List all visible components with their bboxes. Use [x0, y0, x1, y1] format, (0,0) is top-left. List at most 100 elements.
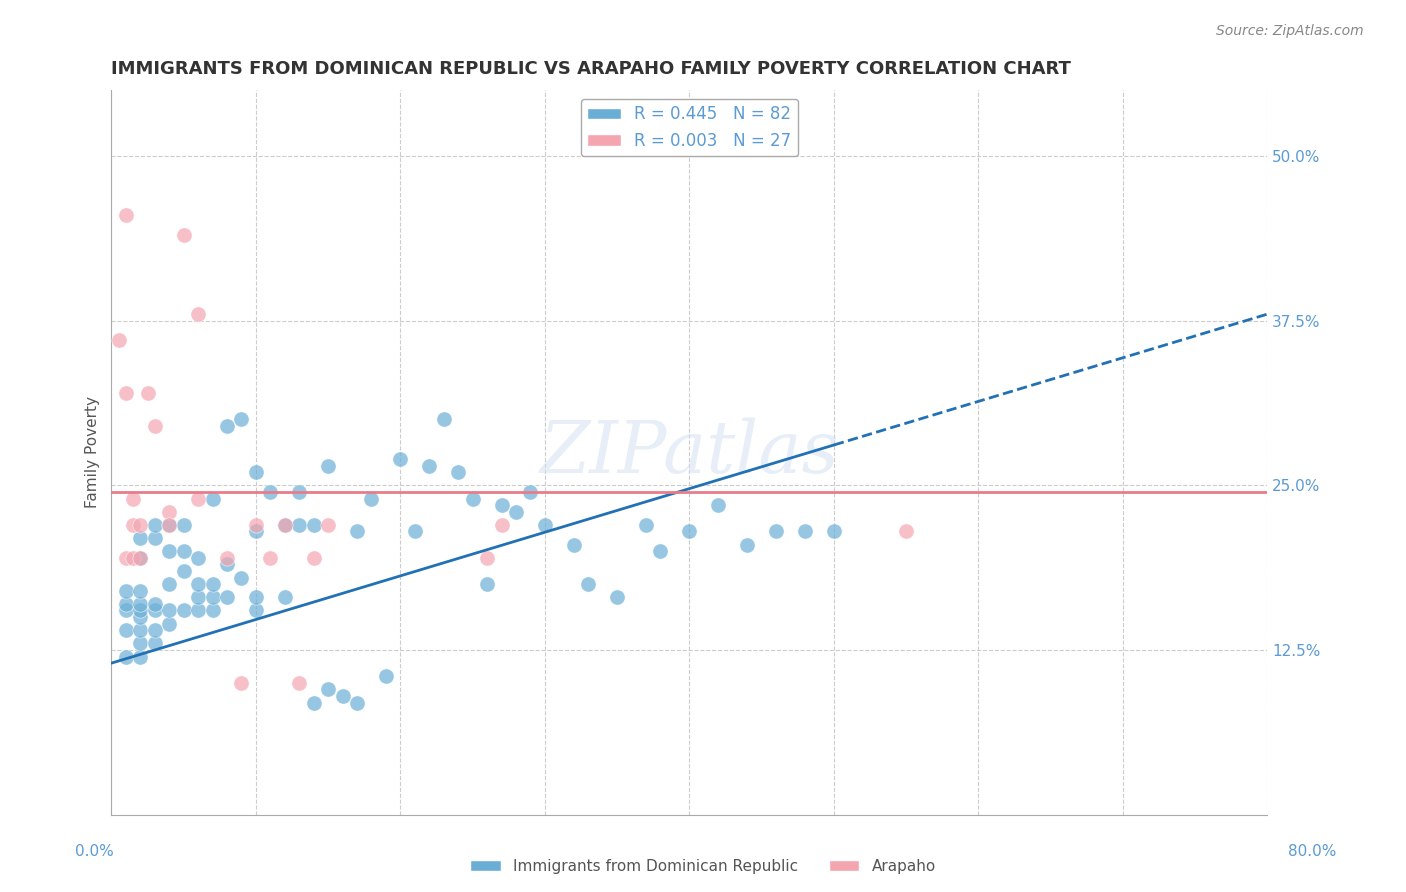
Point [129, 531, 152, 545]
Point [129, 550, 152, 565]
Point [157, 616, 180, 631]
Point [231, 676, 253, 690]
Point [173, 603, 195, 617]
Point [143, 636, 166, 650]
Point [475, 550, 498, 565]
Point [143, 623, 166, 637]
Point [173, 517, 195, 532]
Point [418, 458, 440, 473]
Point [122, 550, 145, 565]
Legend: Immigrants from Dominican Republic, Arapaho: Immigrants from Dominican Republic, Arap… [464, 853, 942, 880]
Point [129, 623, 152, 637]
Text: Source: ZipAtlas.com: Source: ZipAtlas.com [1216, 24, 1364, 38]
Legend: R = 0.445   N = 82, R = 0.003   N = 27: R = 0.445 N = 82, R = 0.003 N = 27 [581, 99, 799, 156]
Point [374, 669, 396, 683]
Point [115, 208, 138, 222]
Point [606, 591, 628, 605]
Point [245, 524, 267, 539]
Point [129, 583, 152, 598]
Point [187, 491, 209, 506]
Point [404, 524, 426, 539]
Point [201, 577, 224, 591]
Point [115, 597, 138, 611]
Point [245, 591, 267, 605]
Point [187, 307, 209, 321]
Point [157, 505, 180, 519]
Point [129, 649, 152, 664]
Point [823, 524, 845, 539]
Point [288, 484, 311, 499]
Point [259, 484, 281, 499]
Point [115, 386, 138, 401]
Point [576, 577, 599, 591]
Point [274, 517, 297, 532]
Point [346, 524, 368, 539]
Point [129, 610, 152, 624]
Point [302, 517, 325, 532]
Point [894, 524, 917, 539]
Point [360, 491, 382, 506]
Point [245, 603, 267, 617]
Point [129, 636, 152, 650]
Point [157, 517, 180, 532]
Point [215, 550, 238, 565]
Point [115, 649, 138, 664]
Point [143, 419, 166, 434]
Y-axis label: Family Poverty: Family Poverty [86, 396, 100, 508]
Point [201, 591, 224, 605]
Point [461, 491, 484, 506]
Point [173, 228, 195, 243]
Point [143, 603, 166, 617]
Point [129, 517, 152, 532]
Point [115, 623, 138, 637]
Point [115, 550, 138, 565]
Point [107, 334, 129, 348]
Point [475, 577, 498, 591]
Point [129, 603, 152, 617]
Point [245, 517, 267, 532]
Point [173, 564, 195, 578]
Point [173, 544, 195, 558]
Point [122, 517, 145, 532]
Point [187, 591, 209, 605]
Point [302, 696, 325, 710]
Point [122, 491, 145, 506]
Point [707, 498, 730, 512]
Point [735, 538, 758, 552]
Point [157, 577, 180, 591]
Point [288, 676, 311, 690]
Point [562, 538, 585, 552]
Point [519, 484, 541, 499]
Point [129, 597, 152, 611]
Point [274, 517, 297, 532]
Point [157, 517, 180, 532]
Point [346, 696, 368, 710]
Point [129, 550, 152, 565]
Point [157, 603, 180, 617]
Text: 80.0%: 80.0% [1288, 845, 1336, 859]
Point [765, 524, 787, 539]
Point [215, 591, 238, 605]
Point [316, 682, 339, 697]
Point [201, 603, 224, 617]
Point [231, 570, 253, 584]
Point [231, 412, 253, 426]
Point [447, 465, 470, 479]
Point [187, 603, 209, 617]
Point [274, 591, 297, 605]
Point [650, 544, 672, 558]
Point [316, 517, 339, 532]
Point [316, 458, 339, 473]
Point [794, 524, 817, 539]
Point [505, 505, 527, 519]
Point [389, 452, 412, 467]
Point [491, 498, 513, 512]
Point [187, 577, 209, 591]
Point [288, 517, 311, 532]
Point [491, 517, 513, 532]
Point [201, 491, 224, 506]
Point [143, 517, 166, 532]
Point [187, 550, 209, 565]
Point [115, 603, 138, 617]
Point [157, 544, 180, 558]
